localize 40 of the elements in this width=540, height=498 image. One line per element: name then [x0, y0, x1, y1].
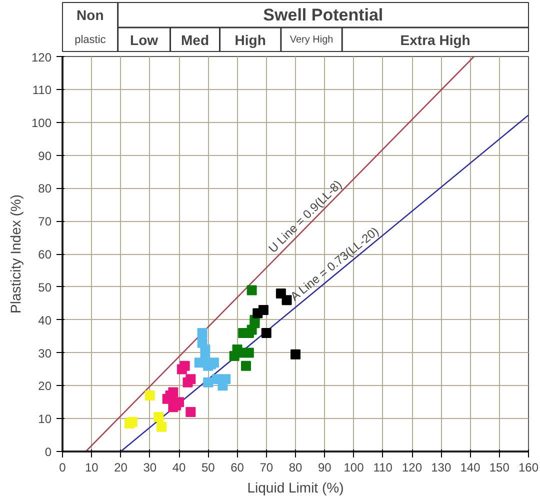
- x-tick-label: 30: [143, 460, 157, 474]
- x-tick-label: 90: [318, 460, 332, 474]
- text: Non: [76, 7, 104, 23]
- x-tick-label: 140: [460, 460, 481, 474]
- x-tick-label: 80: [288, 460, 302, 474]
- text: plastic: [74, 34, 106, 46]
- y-tick-label: 0: [44, 445, 52, 459]
- y-tick-label: 90: [38, 148, 52, 163]
- x-tick-label: 130: [431, 460, 452, 474]
- x-tick-label: 60: [230, 460, 244, 474]
- y-tick-label: 20: [38, 379, 52, 394]
- x-tick-label: 100: [344, 460, 364, 474]
- x-tick-label: 110: [373, 460, 393, 474]
- x-tick-label: 150: [489, 460, 510, 474]
- x-tick-label: 50: [201, 460, 216, 474]
- text: High: [234, 32, 266, 48]
- y-tick-label: 10: [38, 412, 52, 426]
- y-tick-label: 80: [38, 182, 52, 196]
- x-tick-label: 120: [402, 460, 422, 474]
- y-tick-label: 40: [38, 313, 52, 328]
- y-tick-label: 50: [38, 280, 52, 294]
- text: Very High: [290, 34, 334, 46]
- x-tick-label: 0: [59, 460, 66, 474]
- x-tick-label: 70: [260, 460, 274, 474]
- y-tick-label: 110: [32, 82, 52, 97]
- x-tick-label: 20: [114, 460, 128, 474]
- text: Med: [181, 32, 210, 48]
- text: Swell Potential: [263, 6, 384, 24]
- y-tick-label: 70: [38, 214, 52, 229]
- x-tick-label: 40: [172, 460, 186, 474]
- text: Extra High: [400, 32, 470, 48]
- x-tick-label: 160: [518, 460, 539, 474]
- y-axis-title: Plasticity Index (%): [7, 194, 24, 314]
- y-tick-label: 30: [38, 346, 52, 360]
- y-tick-label: 120: [31, 50, 52, 64]
- x-tick-label: 10: [84, 460, 99, 474]
- y-tick-label: 100: [31, 116, 52, 130]
- text: Low: [130, 32, 158, 48]
- x-axis-title: Liquid Limit (%): [247, 480, 344, 496]
- y-tick-label: 60: [38, 248, 52, 262]
